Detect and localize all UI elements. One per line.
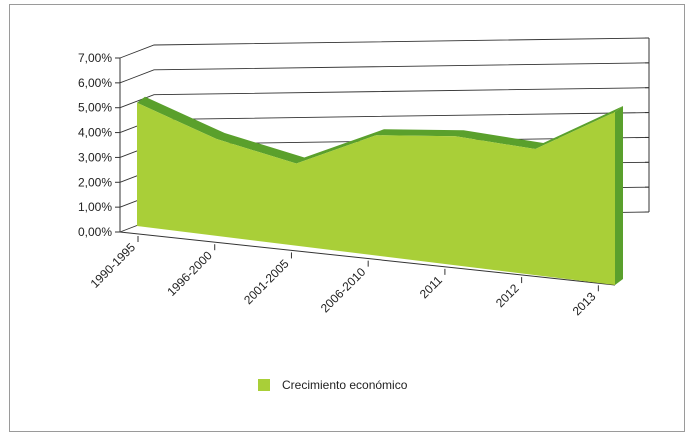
y-tick-label: 1,00% — [78, 200, 112, 214]
gridline — [119, 62, 650, 84]
y-tick-label: 4,00% — [78, 126, 112, 140]
y-tick-label: 0,00% — [78, 225, 112, 239]
x-tick-label: 2013 — [570, 289, 599, 318]
legend-label: Crecimiento económico — [282, 378, 408, 392]
x-tick-label: 1996-2000 — [164, 248, 215, 299]
y-tick-label: 5,00% — [78, 101, 112, 115]
y-axis-ticks: 0,00% 1,00% 2,00% 3,00% 4,00% 5,00% 6,00% 7,00% — [78, 51, 120, 239]
gridline — [119, 37, 650, 59]
x-tick-label: 2006-2010 — [318, 265, 369, 316]
area-front-face — [137, 102, 615, 285]
y-tick-label: 2,00% — [78, 175, 112, 189]
axes — [119, 37, 650, 286]
x-axis-line — [119, 231, 616, 286]
x-tick-label: 2011 — [417, 273, 445, 301]
area-top-band — [137, 96, 623, 164]
area-side-face — [615, 105, 623, 285]
x-tick-label: 2001-2005 — [241, 256, 292, 307]
x-tick-label: 1990-1995 — [88, 240, 139, 291]
y-tick-label: 3,00% — [78, 150, 112, 164]
gridline — [119, 87, 650, 109]
series-area — [136, 96, 623, 285]
y-tick-label: 7,00% — [78, 51, 112, 65]
legend: Crecimiento económico — [258, 378, 408, 392]
x-tick-label: 2012 — [493, 281, 522, 310]
y-tick-label: 6,00% — [78, 76, 112, 90]
legend-swatch — [258, 379, 270, 391]
